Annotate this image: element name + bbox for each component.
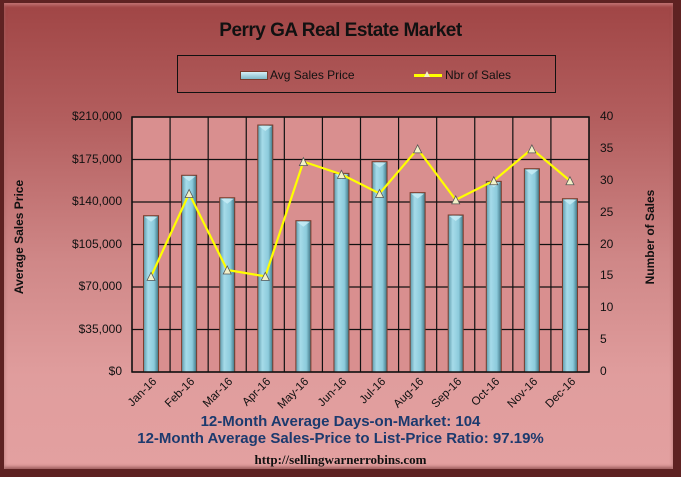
y2-tick-label: 35 [600,140,614,155]
y-tick-label: $210,000 [71,109,122,123]
y-axis-title: Average Sales Price [12,179,26,295]
bar-avg-sales-price [295,220,312,373]
bar-top-highlight [449,215,463,221]
legend-bar-swatch-icon [240,70,268,80]
legend-line-swatch-icon [414,70,442,77]
marker-nbr-of-sales [184,188,194,198]
bar-top-highlight [563,199,577,205]
bar-avg-sales-price [447,214,464,373]
bar-avg-sales-price [561,198,578,373]
marker-nbr-of-sales [412,143,423,154]
y2-tick-label: 20 [600,236,614,251]
days-on-market-text: 12-Month Average Days-on-Market: 104 [200,413,481,430]
marker-nbr-of-sales [146,271,156,281]
y-tick-label: $105,000 [71,236,122,251]
marker-nbr-of-sales [565,175,575,186]
y2-tick-label: 10 [600,300,614,315]
marker-nbr-of-sales [260,271,270,281]
marker-nbr-of-sales [527,143,537,154]
y2-tick-label: 30 [600,172,614,187]
website-url: http://sellingwarnerrobins.com [254,452,427,467]
bar-top-highlight [373,162,387,168]
plot-border [131,116,590,373]
bar-top-highlight [525,169,539,175]
bar-avg-sales-price [333,172,350,373]
legend: Avg Sales Price Nbr of Sales [177,55,556,93]
y2-tick-label: 15 [600,268,614,283]
legend-item-avg-sales-price: Avg Sales Price [240,68,355,82]
chart-title: Perry GA Real Estate Market [219,20,462,41]
y-tick-label: $35,000 [78,321,122,336]
bar-avg-sales-price [257,124,274,373]
bar-avg-sales-price [143,215,160,373]
marker-nbr-of-sales [451,194,461,205]
bar-top-highlight [182,176,196,182]
y-tick-label: $0 [108,364,122,378]
y-tick-label: $175,000 [71,151,122,166]
y2-tick-label: 5 [600,332,607,347]
y2-axis-title: Number of Sales [643,189,657,285]
legend-label: Nbr of Sales [445,68,512,82]
ratio-text: 12-Month Average Sales-Price to List-Pri… [137,430,544,447]
bar-avg-sales-price [409,192,426,373]
y2-tick-label: 0 [600,364,607,378]
y2-tick-label: 25 [600,204,614,219]
marker-nbr-of-sales [222,265,232,275]
bar-top-highlight [258,126,272,132]
marker-nbr-of-sales [374,188,385,198]
bar-top-highlight [411,193,425,199]
bar-avg-sales-price [523,168,540,373]
marker-nbr-of-sales [298,156,309,167]
y2-tick-label: 40 [600,109,614,123]
y-tick-label: $140,000 [71,194,122,208]
marker-nbr-of-sales [489,175,499,186]
legend-item-nbr-of-sales: Nbr of Sales [414,68,511,82]
bar-avg-sales-price [219,197,236,373]
line-nbr-of-sales [150,147,571,278]
bar-top-highlight [296,221,310,227]
bar-top-highlight [144,216,158,222]
bar-top-highlight [220,198,234,204]
legend-label: Avg Sales Price [270,68,355,82]
y-tick-label: $70,000 [78,279,122,293]
marker-nbr-of-sales [336,169,347,179]
bar-avg-sales-price [485,180,502,373]
